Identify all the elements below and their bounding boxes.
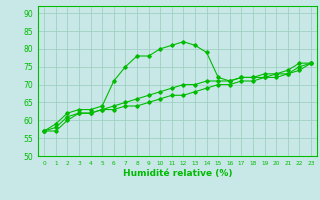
X-axis label: Humidité relative (%): Humidité relative (%) xyxy=(123,169,232,178)
